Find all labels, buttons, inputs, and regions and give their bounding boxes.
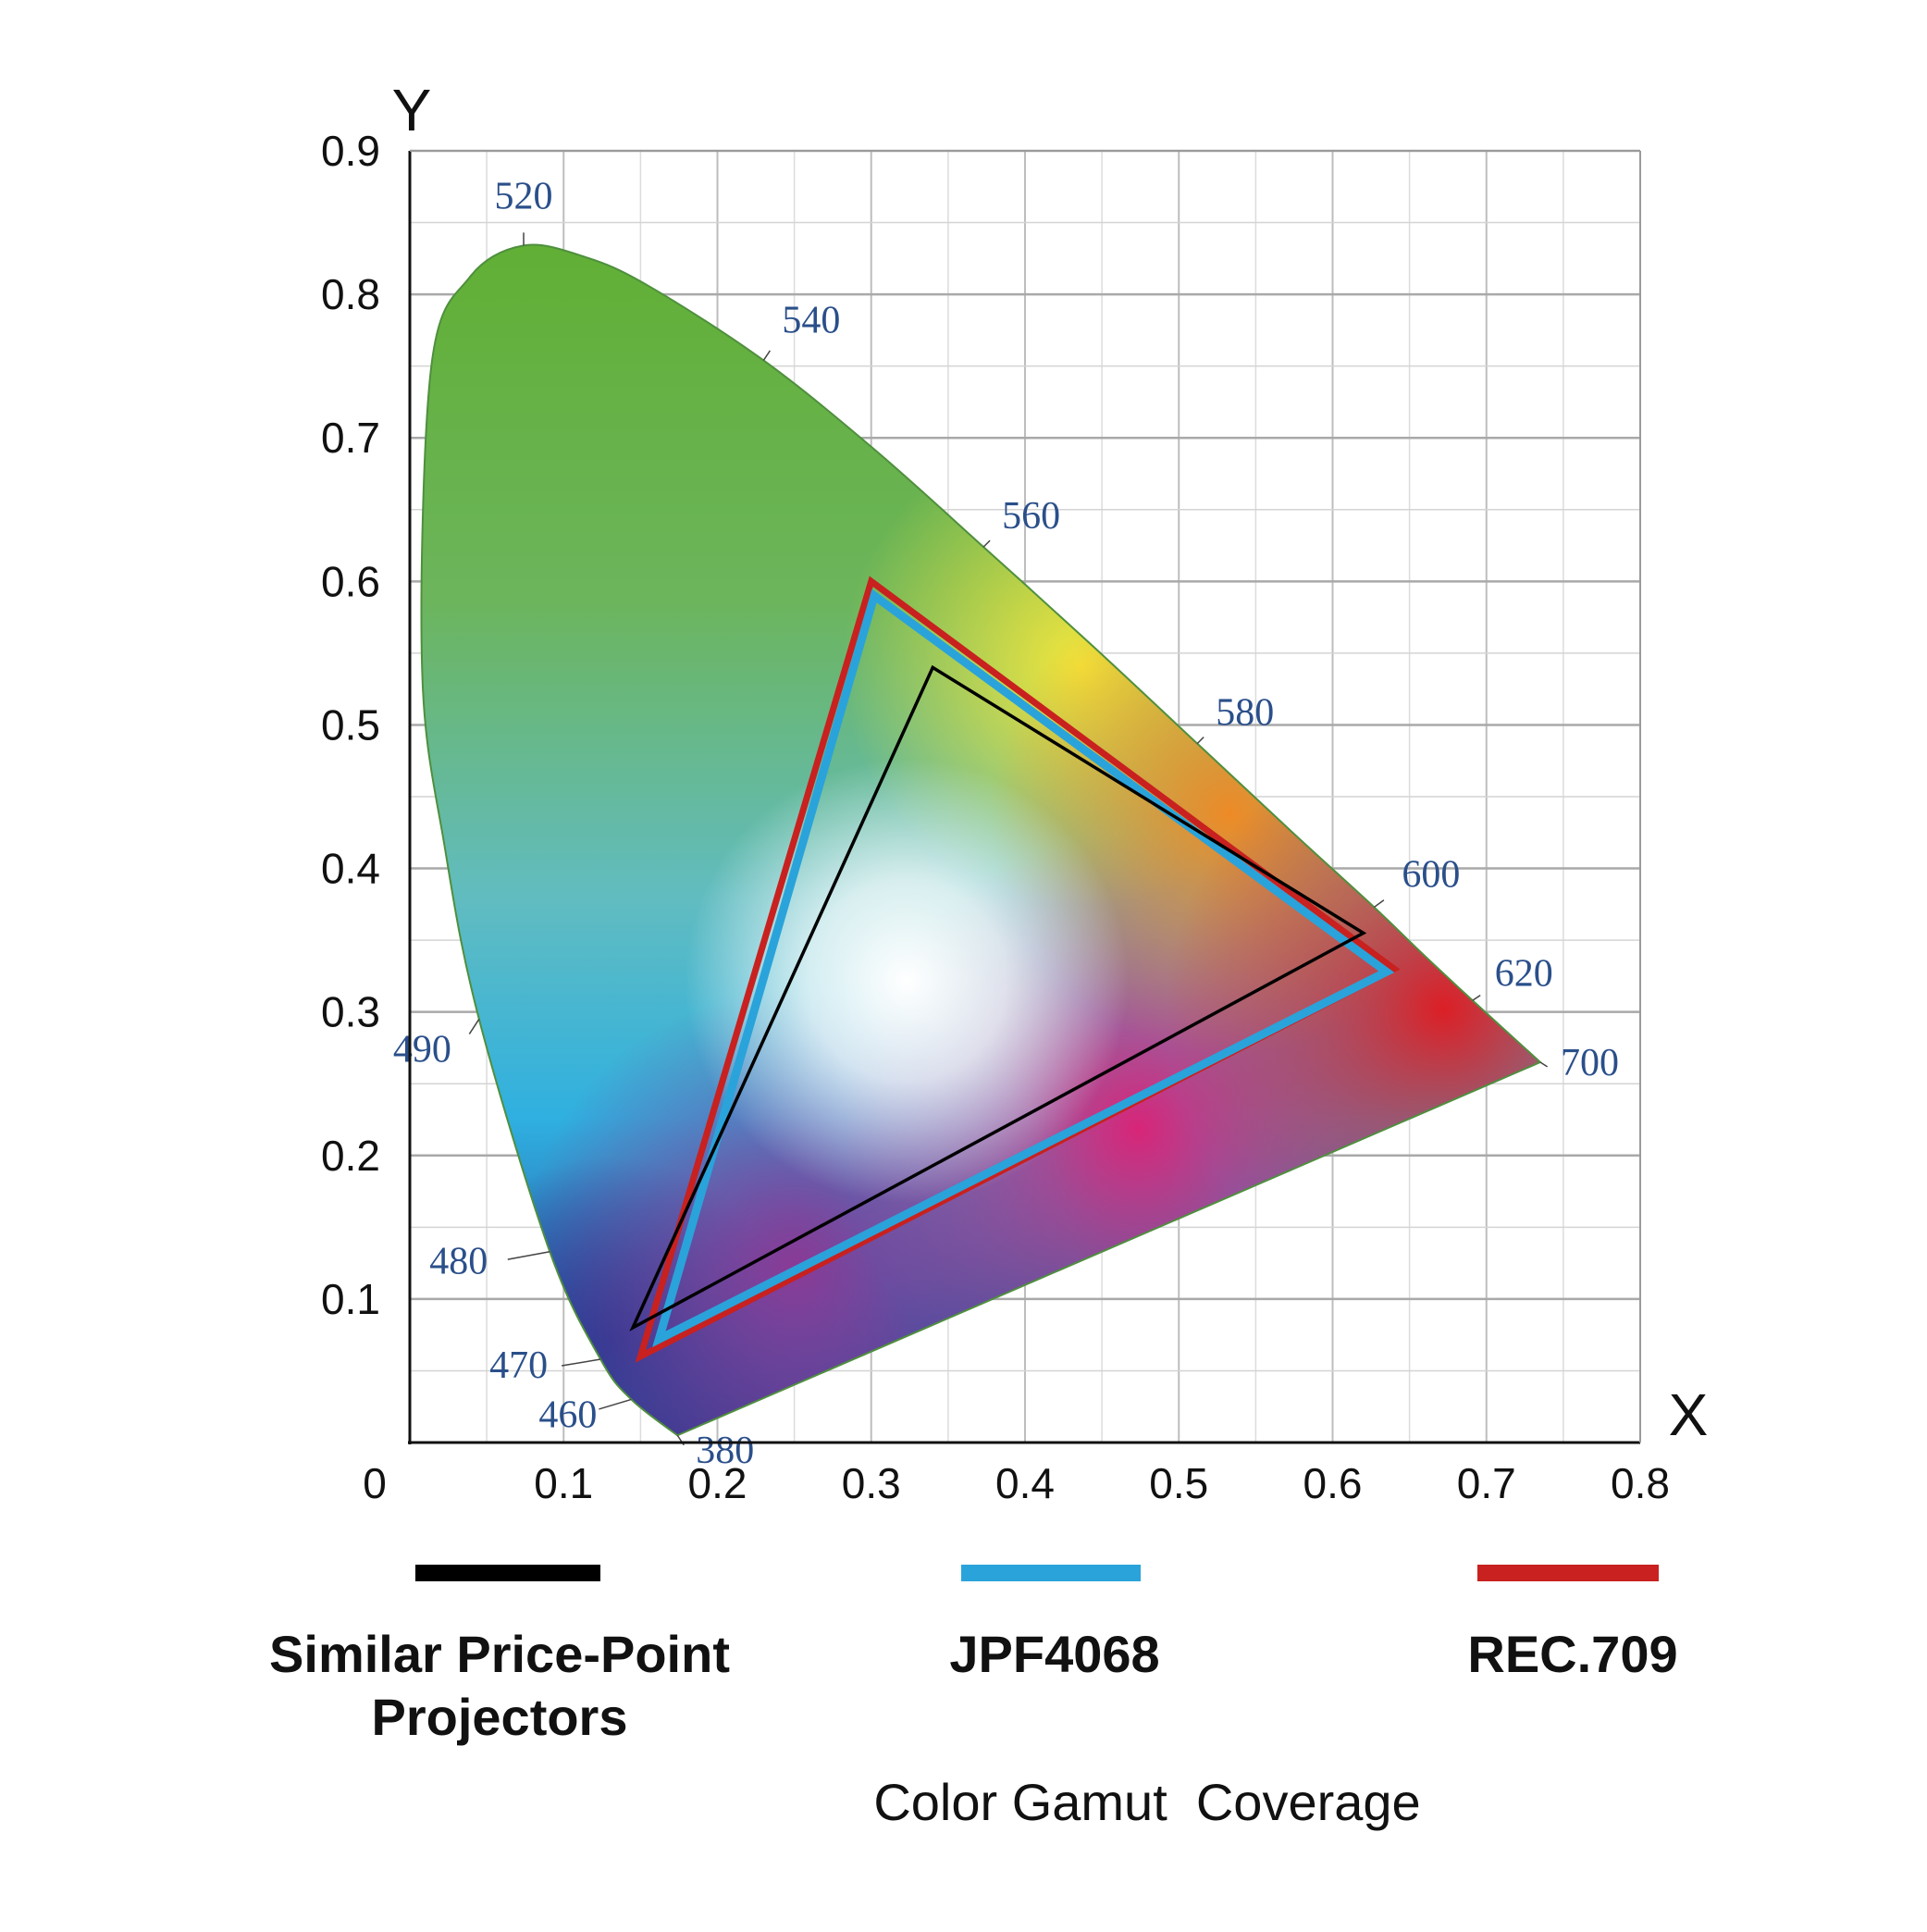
wavelength-label: 560 (1002, 495, 1060, 538)
wavelength-label: 490 (393, 1028, 451, 1071)
x-tick-label: 0 (363, 1459, 387, 1507)
axes: 0 0.1 0.2 0.3 0.4 0.5 0.6 0.7 0.8 0.1 0.2 0.3 0.4 0.5… (321, 77, 1708, 1507)
chart-caption: Color Gamut Coverage (873, 1773, 1421, 1831)
wavelength-tick (982, 539, 991, 548)
x-tick-label: 0.5 (1149, 1459, 1208, 1507)
wavelength-label: 380 (696, 1430, 754, 1472)
legend-label-similar: Similar Price-Point Projectors (269, 1625, 730, 1746)
wavelength-tick (1472, 995, 1481, 1001)
y-tick-label: 0.4 (321, 845, 380, 893)
legend-swatch-similar (415, 1565, 600, 1581)
spectral-locus-outline (420, 243, 1542, 1437)
y-tick-label: 0.6 (321, 557, 380, 605)
wavelength-tick (468, 1019, 480, 1034)
wavelength-tick (1196, 737, 1204, 745)
x-tick-label: 0.8 (1611, 1459, 1670, 1507)
wavelength-label: 700 (1561, 1042, 1619, 1084)
x-tick-label: 0.1 (534, 1459, 593, 1507)
x-tick-label: 0.7 (1457, 1459, 1516, 1507)
y-tick-label: 0.2 (321, 1132, 380, 1180)
gamut-triangle-similar-price-point-projectors (629, 664, 1367, 1331)
wavelength-label: 520 (495, 175, 553, 217)
gamut-triangle-jpf4068 (652, 588, 1395, 1347)
wavelength-tick (762, 350, 771, 361)
wavelength-label: 540 (782, 299, 840, 341)
wavelength-label: 480 (429, 1241, 488, 1283)
x-tick-label: 0.6 (1303, 1459, 1363, 1507)
y-tick-label: 0.9 (321, 127, 380, 175)
legend-swatch-rec709 (1477, 1565, 1659, 1581)
legend-swatch-jpf4068 (961, 1565, 1141, 1581)
x-axis-label: X (1669, 1381, 1709, 1448)
legend-label-rec709: REC.709 (1467, 1625, 1678, 1683)
spectral-locus-fill (421, 244, 1540, 1436)
wavelength-tick (562, 1358, 601, 1367)
y-tick-label: 0.8 (321, 270, 380, 318)
wavelength-tick (599, 1398, 632, 1410)
gamut-triangles (629, 576, 1401, 1363)
wavelength-labels: 380 460 470 480 490 520 540 560 580 600 620 700 (393, 175, 1619, 1472)
x-tick-label: 0.4 (995, 1459, 1055, 1507)
x-tick-label: 0.2 (688, 1459, 747, 1507)
y-tick-label: 0.5 (321, 700, 380, 749)
wavelength-tick (507, 1250, 550, 1260)
wavelength-label: 600 (1402, 853, 1460, 896)
wavelength-label: 460 (538, 1393, 597, 1436)
wavelength-label: 470 (489, 1344, 548, 1387)
wavelength-tick (1373, 899, 1385, 909)
legend-label-jpf4068: JPF4068 (949, 1625, 1160, 1683)
y-axis-label: Y (392, 77, 432, 143)
wavelength-label: 580 (1216, 692, 1274, 735)
x-tick-label: 0.3 (842, 1459, 901, 1507)
wavelength-tick (1539, 1061, 1549, 1068)
y-tick-label: 0.7 (321, 414, 380, 462)
wavelength-label: 620 (1495, 952, 1553, 995)
y-tick-label: 0.3 (321, 988, 380, 1036)
y-tick-label: 0.1 (321, 1275, 380, 1323)
